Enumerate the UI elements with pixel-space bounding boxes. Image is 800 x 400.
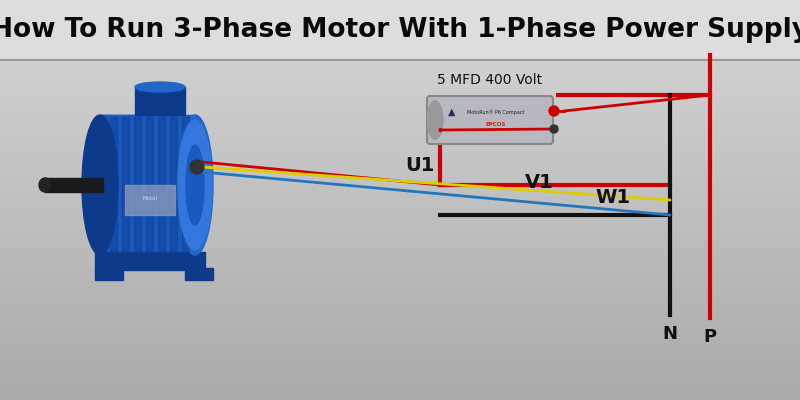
Bar [45,178,103,192]
Text: N: N [662,325,678,343]
Ellipse shape [178,120,212,250]
Ellipse shape [177,115,213,255]
Text: U1: U1 [406,156,434,175]
Bar [134,117,141,253]
Bar [95,268,123,280]
Bar [158,117,165,253]
Ellipse shape [427,101,443,139]
Circle shape [550,125,558,133]
Bar [100,115,195,255]
Ellipse shape [39,178,51,192]
Ellipse shape [82,115,118,255]
Text: EPCOS: EPCOS [486,122,506,126]
Text: V1: V1 [525,173,554,192]
Text: P: P [703,328,717,346]
Bar [135,87,185,115]
Text: 5 MFD 400 Volt: 5 MFD 400 Volt [438,73,542,87]
Bar [122,117,129,253]
Bar [182,117,189,253]
Ellipse shape [186,145,204,225]
Bar [110,117,117,253]
FancyBboxPatch shape [427,96,553,144]
Circle shape [190,160,204,174]
Bar [100,115,155,255]
Circle shape [549,106,559,116]
Bar [95,252,205,270]
Bar [125,185,175,215]
Text: Motor: Motor [142,196,158,202]
Bar [170,117,177,253]
Text: How To Run 3-Phase Motor With 1-Phase Power Supply: How To Run 3-Phase Motor With 1-Phase Po… [0,17,800,43]
Bar [0,0,800,60]
Bar [146,117,153,253]
Text: ▲: ▲ [448,107,456,117]
Ellipse shape [135,82,185,92]
Text: W1: W1 [595,188,630,207]
Text: MotoRun® P6 Compact: MotoRun® P6 Compact [467,109,525,115]
Bar [185,268,213,280]
